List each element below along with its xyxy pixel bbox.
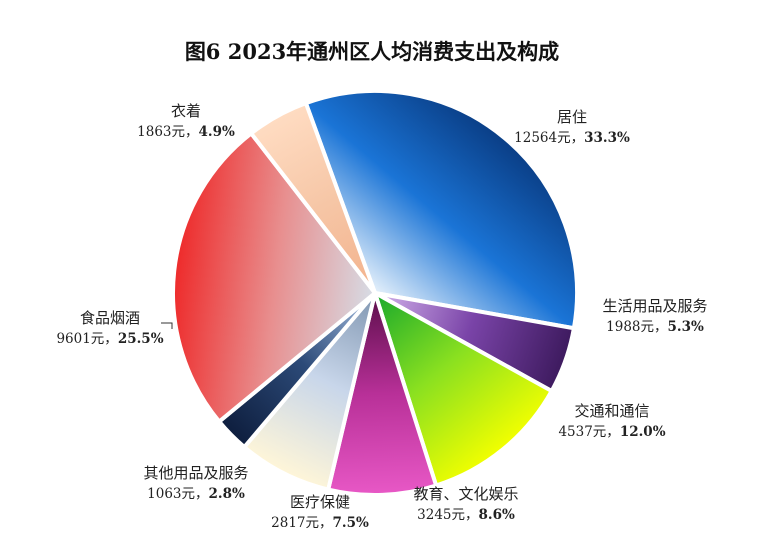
slice-label-value: 12564元，33.3% xyxy=(514,130,630,146)
slice-label-percent: 4.9% xyxy=(199,124,235,140)
slice-label-value: 2817元，7.5% xyxy=(271,515,369,531)
slice-label-name: 教育、文化娱乐 xyxy=(413,485,518,503)
slice-label-name: 医疗保健 xyxy=(290,493,350,511)
slice-label-percent: 2.8% xyxy=(209,486,245,502)
chart-title: 图6 2023年通州区人均消费支出及构成 xyxy=(185,39,559,64)
pie-slice-7 xyxy=(171,131,377,424)
slice-label-name: 其他用品及服务 xyxy=(143,464,248,482)
slice-label-name: 衣着 xyxy=(171,102,201,120)
slice-label-percent: 8.6% xyxy=(479,507,515,523)
slice-label-percent: 33.3% xyxy=(584,130,630,146)
pie-slice-4 xyxy=(326,291,439,497)
slice-label-value: 1988元，5.3% xyxy=(606,319,704,335)
slice-labels: 居住 12564元，33.3% 生活用品及服务 1988元，5.3% 交通和通信 4537… xyxy=(56,102,707,531)
slice-label-name: 居住 xyxy=(557,108,587,126)
slice-label-value: 4537元，12.0% xyxy=(558,424,665,440)
slice-label-percent: 12.0% xyxy=(620,424,666,440)
pie-slice-8 xyxy=(249,101,377,295)
slice-label-name: 生活用品及服务 xyxy=(602,297,707,315)
pie-slice-3 xyxy=(373,291,554,488)
slice-label-value: 9601元，25.5% xyxy=(56,331,163,347)
pie-slices xyxy=(171,88,579,497)
leader-mark xyxy=(161,322,173,329)
slice-label-value: 1863元，4.9% xyxy=(137,124,235,140)
slice-label-percent: 7.5% xyxy=(333,515,369,531)
slice-label-name: 交通和通信 xyxy=(574,402,649,420)
slice-label-name: 食品烟酒 xyxy=(80,309,140,327)
slice-label-percent: 5.3% xyxy=(668,319,704,335)
slice-label-value: 3245元，8.6% xyxy=(417,507,515,523)
slice-label-percent: 25.5% xyxy=(118,331,164,347)
slice-label-value: 1063元，2.8% xyxy=(147,486,245,502)
pie-slice-1 xyxy=(303,88,579,331)
